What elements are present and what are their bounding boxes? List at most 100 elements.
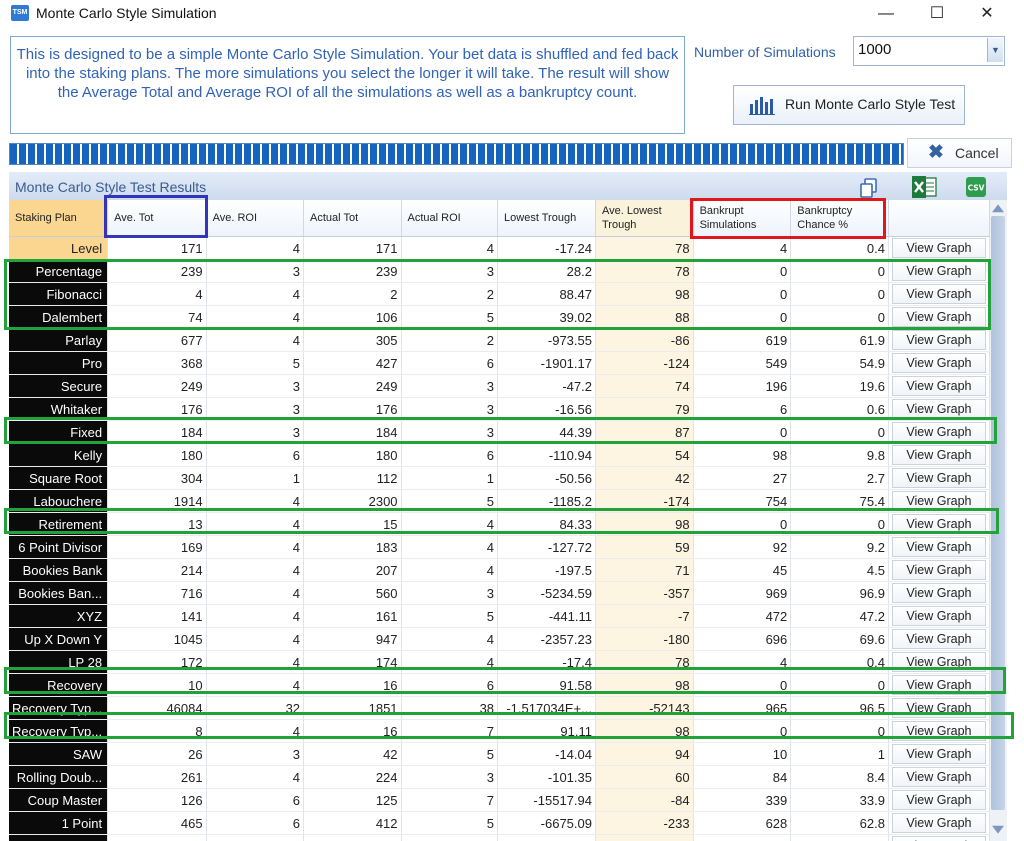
cell-bankrupt-sims: 4	[693, 236, 792, 260]
view-graph-button[interactable]: View Graph	[891, 675, 986, 695]
cell-ave-tot: 716	[107, 581, 207, 605]
cell-graph: View Graph	[888, 581, 990, 605]
csv-export-icon[interactable]: CSV	[964, 175, 988, 199]
simulations-label: Number of Simulations	[694, 44, 836, 60]
cell-graph: View Graph	[888, 512, 990, 536]
cell-graph: View Graph	[888, 558, 990, 582]
view-graph-button[interactable]: View Graph	[891, 376, 986, 396]
cell-lowest-trough: -47.2	[497, 374, 596, 398]
col-header-ave-lowest-trough[interactable]: Ave. Lowest Trough	[595, 200, 694, 237]
view-graph-button[interactable]: View Graph	[891, 606, 986, 626]
cell-bankruptcy-chance: 75.4	[790, 489, 889, 513]
cell-actual-roi: 6	[401, 443, 499, 467]
cell-bankrupt-sims: 10	[693, 742, 792, 766]
simulations-dropdown[interactable]: 1000 ▼	[853, 36, 1005, 66]
excel-export-icon[interactable]	[911, 175, 937, 199]
view-graph-button[interactable]: View Graph	[891, 629, 986, 649]
cell-actual-tot: 125	[303, 788, 402, 812]
view-graph-button[interactable]: View Graph	[891, 836, 986, 841]
cell-graph: View Graph	[888, 374, 990, 398]
cell-ave-tot: 249	[107, 374, 207, 398]
cell-bankrupt-sims: 754	[693, 489, 792, 513]
view-graph-button[interactable]: View Graph	[891, 399, 986, 419]
chevron-down-icon[interactable]: ▼	[987, 38, 1003, 62]
cell-actual-roi: 1	[401, 466, 499, 490]
view-graph-button[interactable]: View Graph	[891, 261, 986, 281]
recovery-type-row-highlight	[4, 712, 1014, 739]
run-monte-carlo-button[interactable]: Run Monte Carlo Style Test	[733, 85, 965, 125]
view-graph-button[interactable]: View Graph	[891, 468, 986, 488]
cell-actual-tot: 412	[303, 811, 402, 835]
cell-bankruptcy-chance: 8.4	[790, 765, 889, 789]
cell-lowest-trough: -171.82	[497, 834, 596, 841]
view-graph-button[interactable]: View Graph	[891, 238, 986, 258]
col-header-lowest-trough[interactable]: Lowest Trough	[497, 200, 596, 237]
cell-graph: View Graph	[888, 351, 990, 375]
view-graph-button[interactable]: View Graph	[891, 560, 986, 580]
cell-actual-roi: 4	[401, 627, 499, 651]
cell-plan: i TSM Plan	[9, 834, 109, 841]
col-header-actual-roi[interactable]: Actual ROI	[401, 200, 499, 237]
cell-graph: View Graph	[888, 397, 990, 421]
cell-graph: View Graph	[888, 765, 990, 789]
table-row: Bookies Bank 214 4 207 4 -197.5 71 45 4.5 View Gr…	[9, 558, 990, 582]
view-graph-button[interactable]: View Graph	[891, 284, 986, 304]
view-graph-button[interactable]: View Graph	[891, 790, 986, 810]
cell-bankrupt-sims: 472	[693, 604, 792, 628]
cell-actual-tot: 183	[303, 535, 402, 559]
table-row: Level 171 4 171 4 -17.24 78 4 0.4 View Graph	[9, 236, 990, 260]
col-header-bankrupt-simulations[interactable]: Bankrupt Simulations	[693, 200, 792, 237]
cell-ave-roi: 1	[206, 466, 305, 490]
cell-bankrupt-sims: 0	[693, 512, 792, 536]
scroll-down-arrow-icon[interactable]	[992, 825, 1004, 834]
cell-bankruptcy-chance: 62.8	[790, 811, 889, 835]
cell-bankrupt-sims: 84	[693, 765, 792, 789]
scroll-up-arrow-icon[interactable]	[992, 204, 1004, 213]
cell-graph: View Graph	[888, 742, 990, 766]
view-graph-button[interactable]: View Graph	[891, 307, 986, 327]
cell-actual-tot: 161	[303, 604, 402, 628]
view-graph-button[interactable]: View Graph	[891, 813, 986, 833]
cell-ave-lowest-trough: 98	[595, 512, 694, 536]
cell-graph: View Graph	[888, 328, 990, 352]
cell-actual-roi: 4	[401, 558, 499, 582]
cell-ave-lowest-trough: -174	[595, 489, 694, 513]
cell-ave-lowest-trough: 74	[595, 374, 694, 398]
table-row: Secure 249 3 249 3 -47.2 74 196 19.6 View Graph	[9, 374, 990, 398]
maximize-button[interactable]: ☐	[929, 5, 945, 22]
view-graph-button[interactable]: View Graph	[891, 537, 986, 557]
cancel-label: Cancel	[955, 145, 999, 161]
cell-lowest-trough: -1901.17	[497, 351, 596, 375]
col-header-staking-plan[interactable]: Staking Plan	[9, 200, 109, 237]
col-header-bankruptcy-chance[interactable]: Bankruptcy Chance %	[790, 200, 889, 237]
cell-graph: View Graph	[888, 420, 990, 444]
cell-bankrupt-sims: 0	[693, 259, 792, 283]
copy-icon[interactable]	[858, 178, 880, 198]
cell-bankrupt-sims: 696	[693, 627, 792, 651]
view-graph-button[interactable]: View Graph	[891, 445, 986, 465]
cell-ave-roi: 5	[206, 351, 305, 375]
col-header-ave-roi[interactable]: Ave. ROI	[206, 200, 305, 237]
cell-lowest-trough: -110.94	[497, 443, 596, 467]
table-row: Whitaker 176 3 176 3 -16.56 79 6 0.6 View Graph	[9, 397, 990, 421]
close-window-button[interactable]: ✕	[980, 5, 994, 22]
cell-ave-lowest-trough: -7	[595, 604, 694, 628]
view-graph-button[interactable]: View Graph	[891, 583, 986, 603]
cell-plan: Fibonacci	[9, 282, 109, 306]
minimize-button[interactable]: —	[878, 5, 894, 22]
cancel-button[interactable]: ✖ Cancel	[907, 138, 1012, 168]
cell-graph: View Graph	[888, 236, 990, 260]
cell-bankrupt-sims: 98	[693, 443, 792, 467]
cell-graph: View Graph	[888, 788, 990, 812]
col-header-actual-tot[interactable]: Actual Tot	[303, 200, 402, 237]
cell-ave-roi: 4	[206, 581, 305, 605]
view-graph-button[interactable]: View Graph	[891, 744, 986, 764]
view-graph-button[interactable]: View Graph	[891, 514, 986, 534]
cell-ave-lowest-trough: 49	[595, 834, 694, 841]
cell-graph: View Graph	[888, 834, 990, 841]
view-graph-button[interactable]: View Graph	[891, 353, 986, 373]
view-graph-button[interactable]: View Graph	[891, 330, 986, 350]
cell-plan: SAW	[9, 742, 109, 766]
view-graph-button[interactable]: View Graph	[891, 767, 986, 787]
cell-lowest-trough: -17.24	[497, 236, 596, 260]
